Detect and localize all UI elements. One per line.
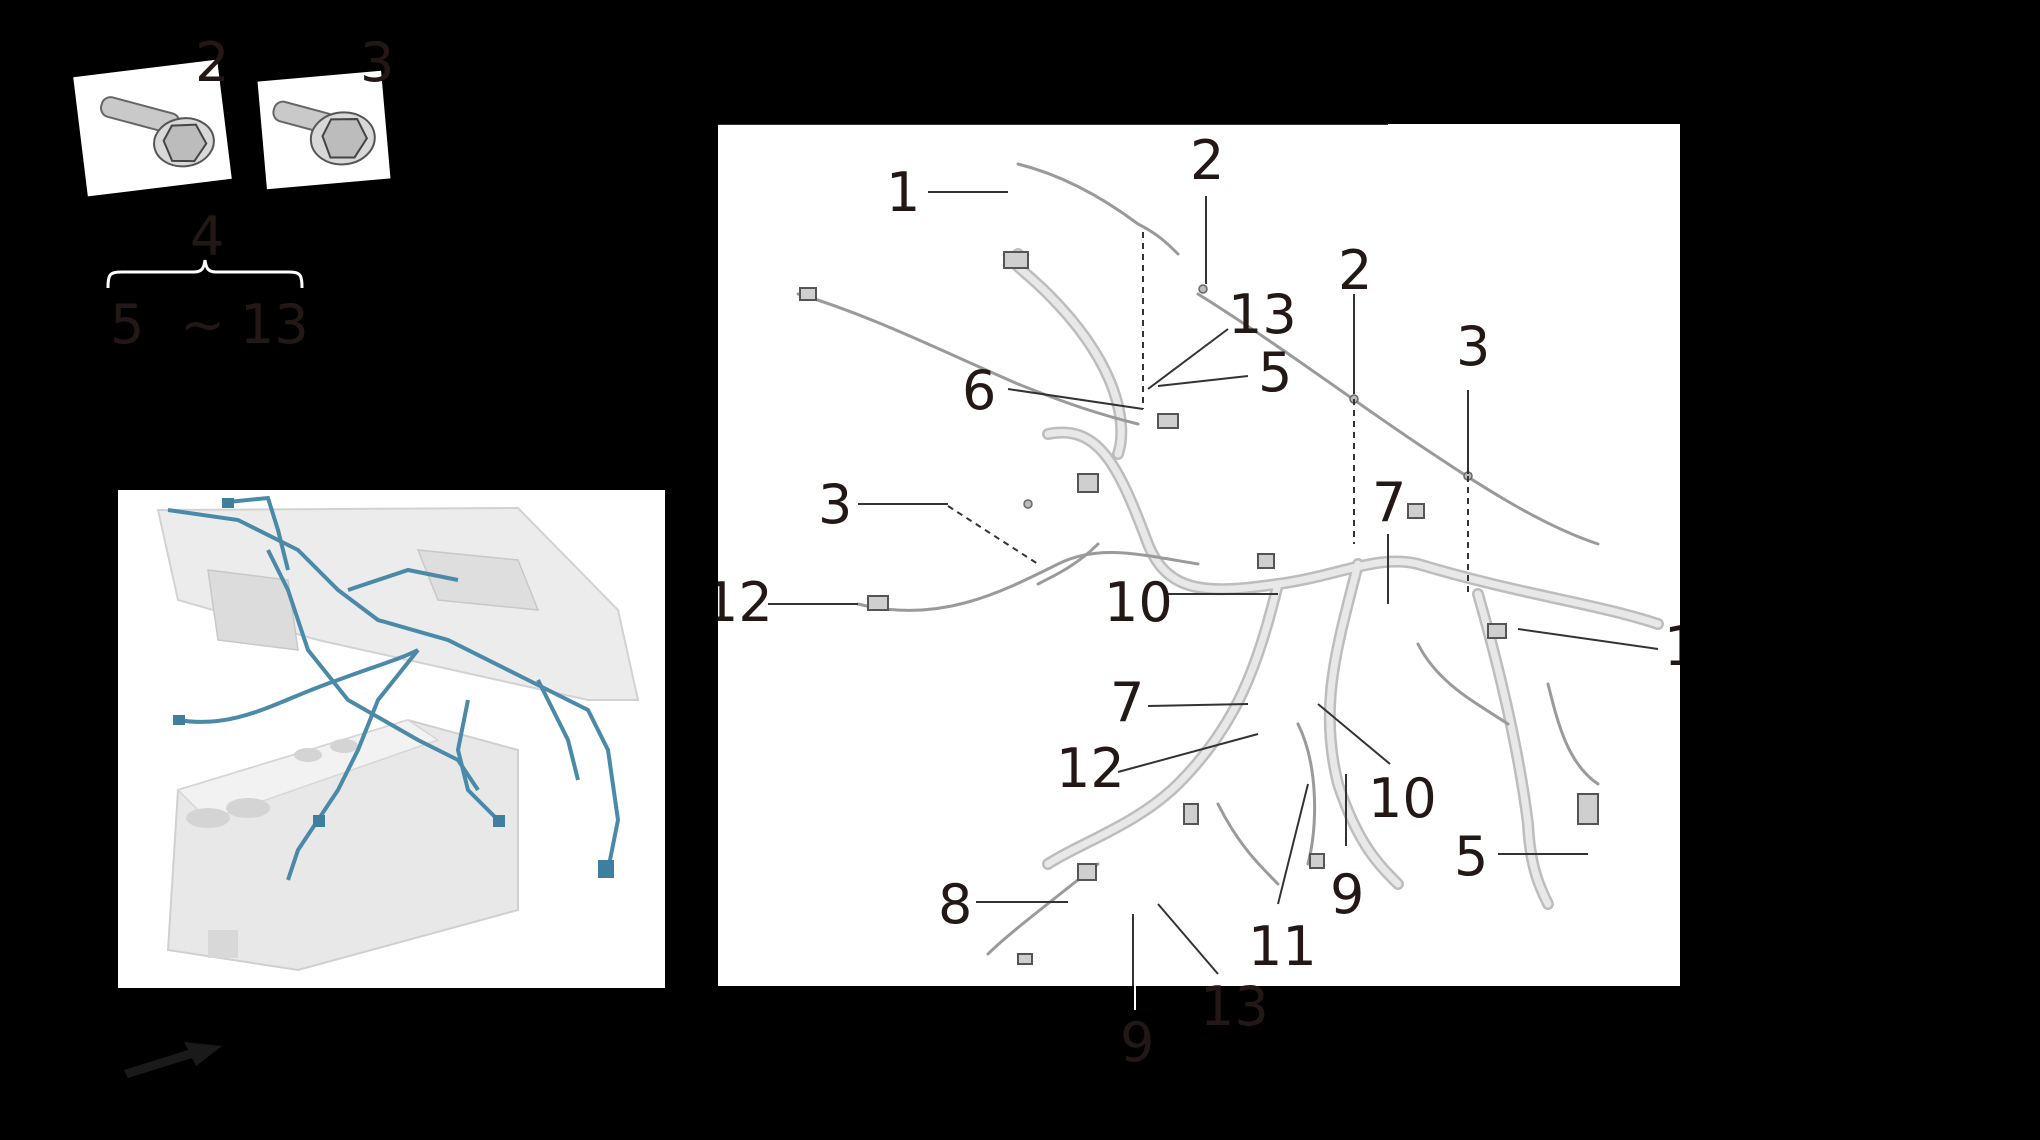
callout-1: 1 [886,161,921,224]
callout-harness-assembly-4: 4 [190,205,225,268]
bolt-2-thumbnail [73,59,232,197]
callout-13-bottom: 13 [1200,975,1269,1038]
callout-10-low: 10 [1368,767,1437,830]
callout-12-mid: 12 [1056,737,1125,800]
callout-9-low: 9 [1330,863,1365,926]
group-brace [106,259,304,289]
dashboard-harness-illustration [156,495,640,972]
callout-2-mid: 2 [1338,239,1373,302]
flange-bolt-icon [272,100,376,166]
exploded-harness-illustration [718,124,1664,986]
callout-bolt-2: 2 [195,31,230,94]
callout-10-mid: 10 [1104,571,1173,634]
callout-12-left: 12 [718,571,773,634]
flange-bolt-icon [99,96,215,168]
callout-13-top: 13 [1228,283,1297,346]
callout-2-top: 2 [1190,129,1225,192]
callout-3-right: 3 [1456,315,1491,378]
leader-9-bottom [1134,980,1136,1010]
callout-bolt-3: 3 [360,31,395,94]
callout-11-right: 11 [1664,620,1680,674]
callout-5-right: 5 [1454,825,1489,888]
callout-11-low: 11 [1248,915,1317,978]
front-direction-arrow-icon [124,1042,222,1078]
callout-7-top: 7 [1372,471,1407,534]
bolt-3-thumbnail [257,70,391,190]
callout-7-mid: 7 [1110,671,1145,734]
callout-3-left: 3 [818,473,853,536]
component-range-separator: ~ [180,293,226,356]
component-range-from: 5 [110,293,145,356]
exploded-harness-view: 1 2 2 3 13 5 6 3 7 12 10 11 7 12 10 5 8 … [718,124,1680,986]
callout-6: 6 [962,359,997,422]
callout-5-top: 5 [1258,341,1293,404]
callout-9-bottom: 9 [1120,1011,1155,1074]
component-range-to: 13 [240,293,309,356]
installed-location-view [118,490,665,988]
callout-8: 8 [938,873,973,936]
